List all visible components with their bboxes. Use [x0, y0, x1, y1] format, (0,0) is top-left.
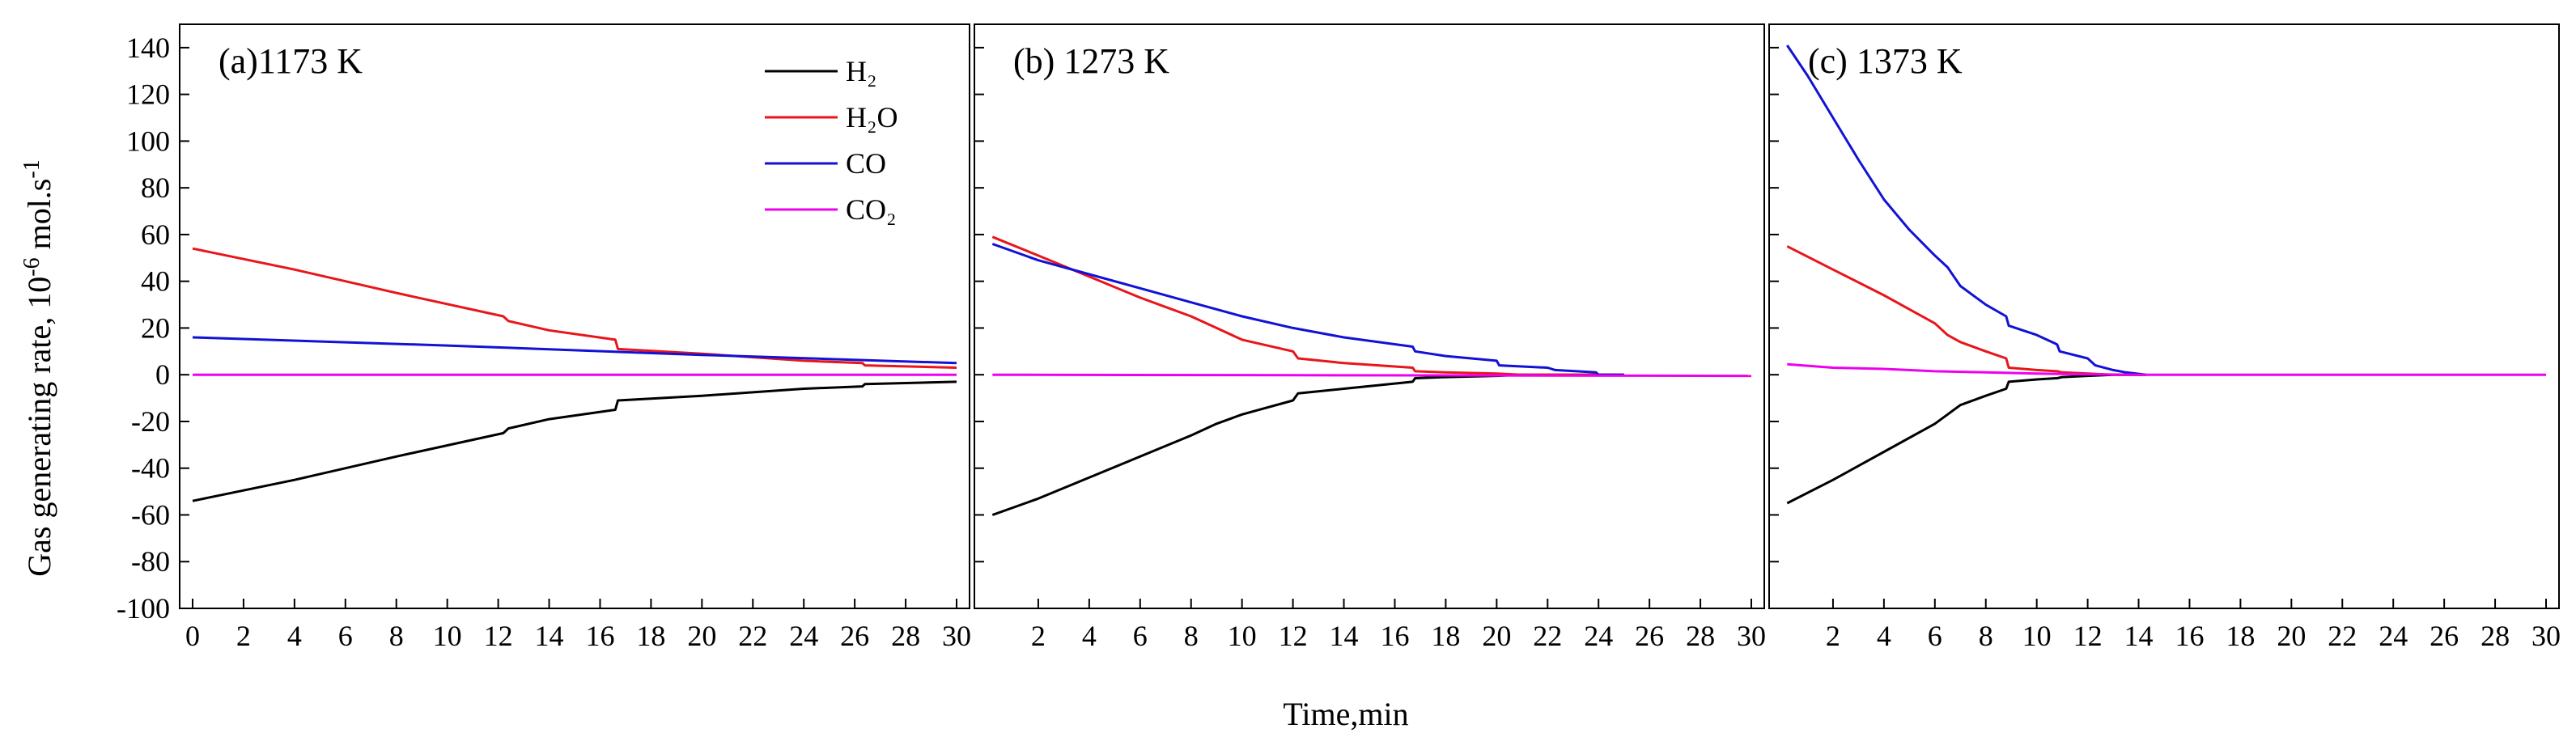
y-tick-label: 120	[126, 78, 170, 111]
series-line-2	[1786, 245, 2146, 376]
x-tick-label: 26	[2430, 620, 2459, 652]
panel-a: 0 2 4 6 8 10 12 14 16 18 20 22 24 26 28 30-100-80-60-40…	[117, 23, 971, 652]
series-line-2	[991, 235, 1624, 376]
x-tick-label: 8	[1184, 620, 1199, 652]
x-tick-label: 20	[687, 620, 716, 652]
plot-frame	[179, 23, 970, 609]
plot-frame	[1768, 23, 2560, 609]
panel-title: (b) 1273 K	[1013, 41, 1169, 81]
x-tick-label: 18	[2226, 620, 2255, 652]
y-tick-label: 140	[126, 32, 170, 64]
x-tick-label: 8	[1979, 620, 1993, 652]
y-tick-label: -40	[131, 452, 170, 485]
x-tick-label: 16	[585, 620, 614, 652]
legend: H₂ H₂O CO CO₂	[765, 55, 898, 226]
x-tick-label: 4	[1082, 620, 1097, 652]
series-line-4	[1787, 362, 2546, 376]
plot-frame	[974, 23, 1765, 609]
x-tick-label: 22	[738, 620, 767, 652]
x-tick-label: 6	[338, 620, 353, 652]
panels: 0 2 4 6 8 10 12 14 16 18 20 22 24 26 28 30-100-80-60-40…	[117, 23, 2561, 652]
x-tick-label: 12	[484, 620, 513, 652]
panel-title: (a)1173 K	[219, 41, 363, 81]
x-tick-label: 6	[1928, 620, 1942, 652]
legend-label: H₂O	[846, 101, 898, 133]
x-tick-label: 16	[1380, 620, 1409, 652]
x-tick-label: 22	[2328, 620, 2357, 652]
y-tick-label: 20	[141, 311, 170, 344]
y-tick-label: 100	[126, 125, 170, 157]
x-tick-label: 30	[942, 620, 971, 652]
legend-item: CO₂	[765, 193, 897, 226]
y-tick-label: 60	[141, 218, 170, 251]
y-axis-label: Gas generating rate, 10-6 mol.s-1	[19, 159, 57, 576]
x-tick-label: 22	[1533, 620, 1562, 652]
y-tick-label: -100	[117, 592, 170, 625]
series-line-1	[1786, 373, 2146, 505]
series-line-2	[192, 247, 957, 369]
x-tick-label: 10	[433, 620, 462, 652]
x-tick-label: 4	[1877, 620, 1891, 652]
legend-label: CO₂	[846, 193, 897, 226]
legend-item: CO	[765, 147, 886, 180]
y-tick-label: -80	[131, 545, 170, 578]
x-tick-label: 26	[840, 620, 869, 652]
x-tick-label: 30	[1737, 620, 1766, 652]
x-tick-label: 24	[789, 620, 818, 652]
series-line-3	[991, 243, 1624, 376]
x-tick-label: 20	[2277, 620, 2306, 652]
x-tick-label: 28	[2481, 620, 2510, 652]
x-tick-label: 4	[287, 620, 302, 652]
x-tick-label: 16	[2175, 620, 2204, 652]
legend-item: H₂	[765, 55, 877, 87]
x-tick-label: 24	[1584, 620, 1613, 652]
series-line-1	[192, 380, 957, 502]
x-tick-label: 8	[389, 620, 404, 652]
x-tick-label: 2	[1031, 620, 1046, 652]
legend-item: H₂O	[765, 101, 898, 133]
x-tick-label: 14	[535, 620, 564, 652]
y-tick-label: -60	[131, 498, 170, 531]
y-tick-label: -20	[131, 405, 170, 438]
x-tick-label: 18	[1431, 620, 1460, 652]
x-tick-label: 10	[2022, 620, 2052, 652]
x-axis-label: Time,min	[1283, 696, 1408, 732]
x-tick-label: 26	[1635, 620, 1664, 652]
y-tick-label: 40	[141, 265, 170, 298]
panel-c: 2 4 6 8 10 12 14 16 18 20 22 24 26 28 30(c) 1373 K	[1768, 23, 2561, 652]
panel-b: 2 4 6 8 10 12 14 16 18 20 22 24 26 28 30(b) 1273 K	[974, 23, 1766, 652]
x-tick-label: 10	[1228, 620, 1257, 652]
x-tick-label: 6	[1133, 620, 1148, 652]
panel-title: (c) 1373 K	[1808, 41, 1963, 81]
x-tick-label: 14	[2124, 620, 2154, 652]
x-tick-label: 30	[2531, 620, 2561, 652]
x-tick-label: 2	[1826, 620, 1840, 652]
series-line-1	[991, 373, 1624, 516]
x-tick-label: 0	[185, 620, 200, 652]
legend-label: H₂	[846, 55, 877, 87]
series-line-3	[192, 336, 957, 365]
x-tick-label: 12	[1279, 620, 1308, 652]
y-tick-label: 80	[141, 172, 170, 204]
x-tick-label: 2	[236, 620, 251, 652]
x-tick-label: 18	[636, 620, 665, 652]
x-tick-label: 24	[2379, 620, 2408, 652]
y-tick-label: 0	[155, 358, 170, 391]
x-tick-label: 14	[1330, 620, 1359, 652]
x-tick-label: 28	[1686, 620, 1715, 652]
series-line-3	[1786, 44, 2147, 376]
x-tick-label: 12	[2073, 620, 2103, 652]
x-tick-label: 20	[1482, 620, 1511, 652]
x-tick-label: 28	[891, 620, 920, 652]
legend-label: CO	[846, 147, 886, 180]
